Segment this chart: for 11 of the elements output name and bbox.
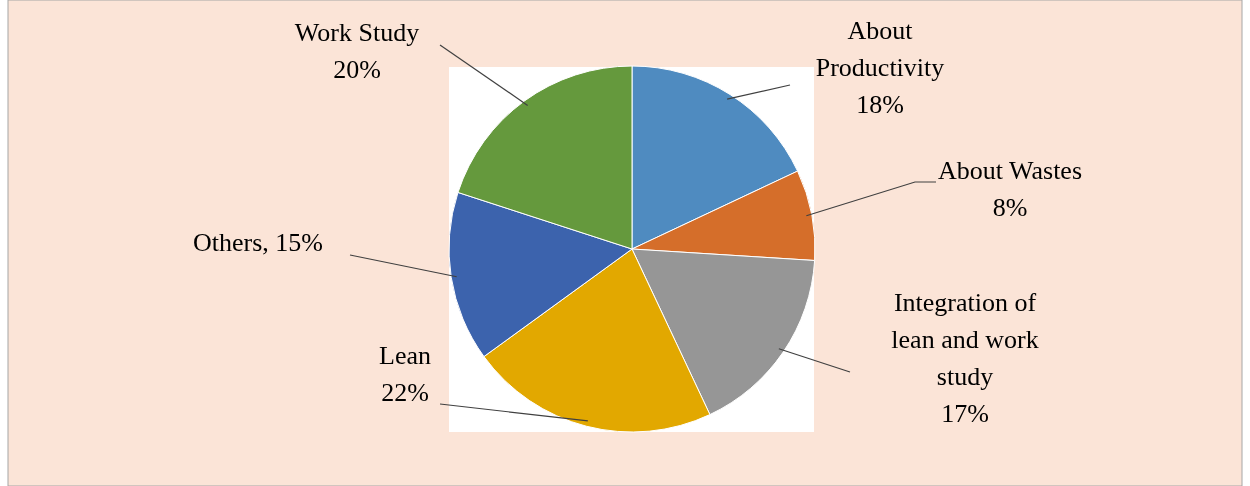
slice-label: Others, 15% bbox=[193, 227, 323, 257]
data-label: 18% bbox=[856, 89, 904, 119]
data-label: 8% bbox=[992, 192, 1028, 222]
slice-label: Work Study bbox=[294, 17, 420, 47]
slice-label: Lean bbox=[379, 340, 431, 370]
slice-label: About Productivity bbox=[815, 15, 945, 82]
data-label: 20% bbox=[333, 54, 381, 84]
slice-label: Integration of lean and work study bbox=[891, 287, 1039, 391]
slice-label: About Wastes bbox=[937, 155, 1083, 185]
data-label: 17% bbox=[941, 398, 989, 428]
data-label: 22% bbox=[381, 377, 429, 407]
